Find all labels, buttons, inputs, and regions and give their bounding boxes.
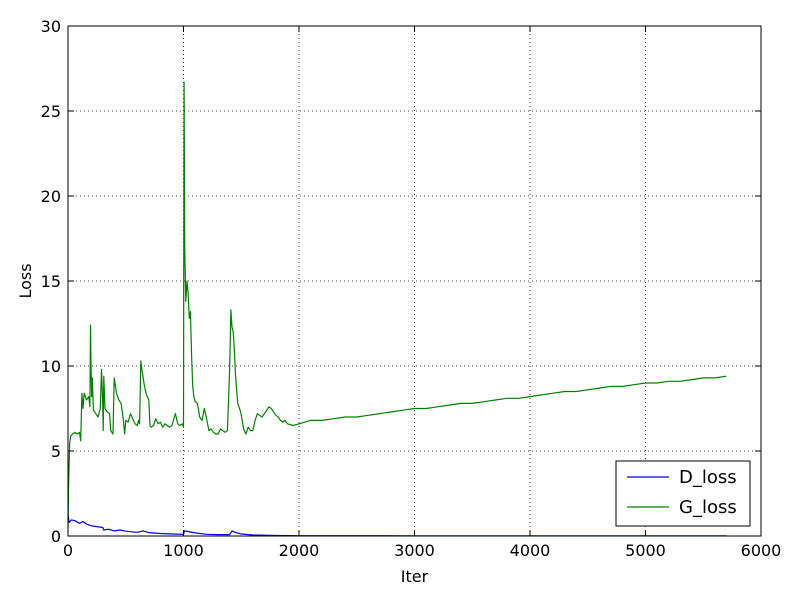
y-tick-label: 20 bbox=[41, 187, 61, 206]
y-tick-label: 15 bbox=[41, 272, 61, 291]
y-axis-label: Loss bbox=[16, 263, 35, 298]
x-tick-label: 5000 bbox=[625, 541, 666, 560]
legend-label-d-loss: D_loss bbox=[679, 467, 737, 488]
x-tick-label: 0 bbox=[63, 541, 73, 560]
legend-box bbox=[615, 460, 751, 527]
y-tick-label: 5 bbox=[51, 442, 61, 461]
series-lines bbox=[67, 81, 727, 537]
x-tick-label: 1000 bbox=[163, 541, 204, 560]
x-tick-label: 6000 bbox=[741, 541, 782, 560]
legend: D_loss G_loss bbox=[615, 460, 751, 527]
x-tick-label: 4000 bbox=[510, 541, 551, 560]
y-tick-label: 30 bbox=[41, 17, 61, 36]
y-tick-label: 25 bbox=[41, 102, 61, 121]
x-axis-label: Iter bbox=[401, 567, 429, 586]
x-tick-label: 2000 bbox=[279, 541, 320, 560]
legend-label-g-loss: G_loss bbox=[679, 497, 737, 518]
x-tick-label: 3000 bbox=[394, 541, 435, 560]
series-line-d-loss bbox=[67, 513, 727, 537]
ticks: 0 1000 2000 3000 4000 5000 6000 0 5 10 15 20 25 30 bbox=[41, 17, 782, 560]
y-tick-label: 10 bbox=[41, 357, 61, 376]
series-line-g-loss bbox=[67, 81, 727, 528]
y-tick-label: 0 bbox=[51, 527, 61, 546]
